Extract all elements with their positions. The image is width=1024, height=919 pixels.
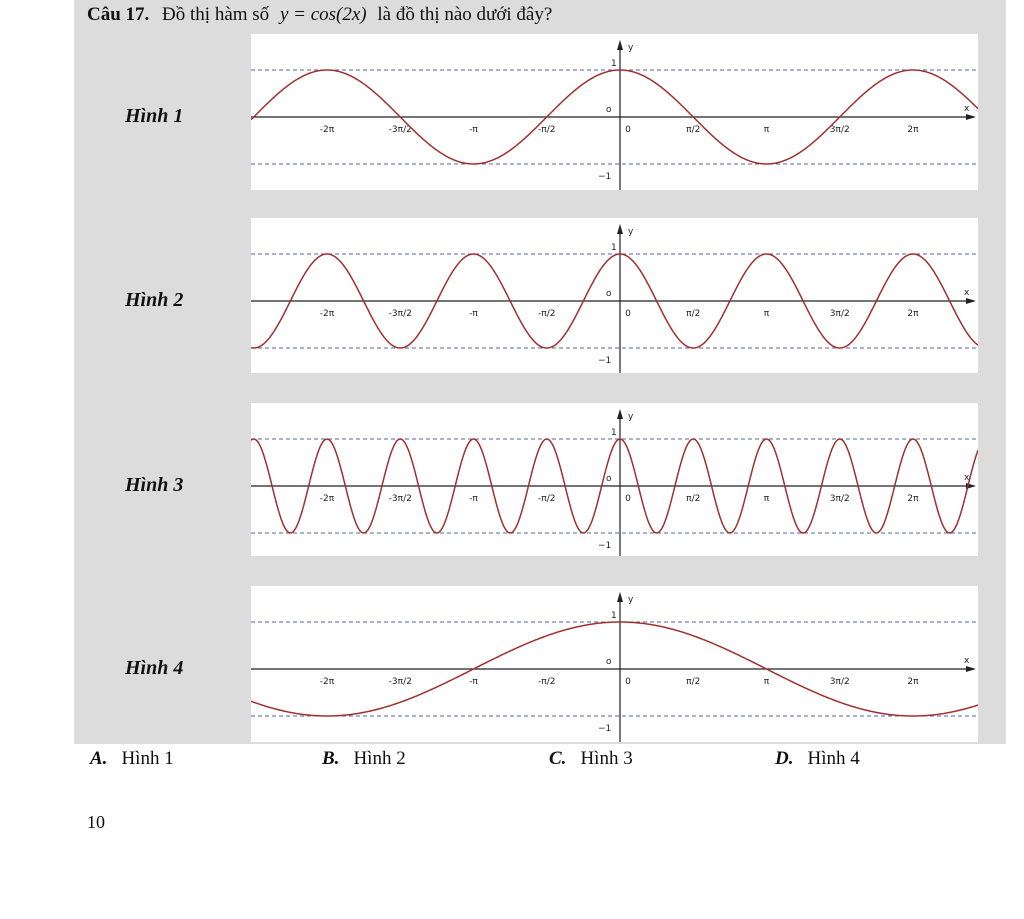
question: Câu 17. Đồ thị hàm số y = cos(2x) là đồ … <box>87 4 552 26</box>
x-tick-label: -π/2 <box>538 125 555 135</box>
axis-label: x <box>964 104 970 114</box>
x-tick-label: 2π <box>907 677 919 687</box>
axis-label: x <box>964 473 970 483</box>
axis-label: x <box>964 656 970 666</box>
question-label: Câu 17. <box>87 4 150 25</box>
x-tick-label: 3π/2 <box>830 677 850 687</box>
x-tick-label: π <box>764 125 770 135</box>
figure: -2π -3π/2 -π -π/2 0 π/2 π 3π/2 2π y x 1 −1 o <box>251 34 978 190</box>
x-tick-label: -2π <box>320 309 335 319</box>
y-label: −1 <box>598 724 611 734</box>
x-tick-label: -2π <box>320 125 335 135</box>
question-text: là đồ thị nào dưới đây? <box>377 4 553 25</box>
y-arrow <box>617 224 623 234</box>
formula: y = cos(2x) <box>279 4 367 25</box>
x-tick-label: 0 <box>625 125 631 135</box>
graph: -2π -3π/2 -π -π/2 0 π/2 π 3π/2 2π y x 1 −1 o <box>251 224 978 373</box>
option-text: Hình 3 <box>580 748 633 769</box>
option-letter: C. <box>549 748 567 769</box>
axis-label: y <box>628 43 634 53</box>
y-arrow <box>617 409 623 419</box>
x-tick-label: -3π/2 <box>389 309 412 319</box>
x-tick-label: -π <box>469 309 478 319</box>
question-text: Đồ thị hàm số <box>162 4 270 25</box>
x-tick-label: π <box>764 494 770 504</box>
x-tick-label: -π <box>469 677 478 687</box>
option-text: Hình 4 <box>807 748 860 769</box>
option: D. Hình 4 <box>775 748 860 770</box>
x-tick-label: π/2 <box>686 677 700 687</box>
y-label: 1 <box>611 611 617 621</box>
x-tick-label: -3π/2 <box>389 125 412 135</box>
x-tick-label: -2π <box>320 677 335 687</box>
y-label: 1 <box>611 243 617 253</box>
y-arrow <box>617 40 623 50</box>
axis-label: y <box>628 227 634 237</box>
x-tick-label: π <box>764 677 770 687</box>
option-text: Hình 2 <box>353 748 406 769</box>
x-tick-label: π/2 <box>686 494 700 504</box>
x-tick-label: 2π <box>907 494 919 504</box>
x-tick-label: 3π/2 <box>830 494 850 504</box>
figure-label: Hình 1 <box>125 105 184 127</box>
x-tick-label: 2π <box>907 125 919 135</box>
origin-label: o <box>606 105 612 115</box>
graph: -2π -3π/2 -π -π/2 0 π/2 π 3π/2 2π y x 1 −1 o <box>251 40 978 190</box>
figure-label: Hình 2 <box>125 289 184 311</box>
y-arrow <box>617 592 623 602</box>
origin-label: o <box>606 289 612 299</box>
x-tick-label: 0 <box>625 309 631 319</box>
figure: -2π -3π/2 -π -π/2 0 π/2 π 3π/2 2π y x 1 −1 o <box>251 218 978 373</box>
y-label: −1 <box>598 541 611 551</box>
y-label: 1 <box>611 428 617 438</box>
x-tick-label: -π/2 <box>538 677 555 687</box>
option-letter: D. <box>775 748 794 769</box>
origin-label: o <box>606 657 612 667</box>
y-label: −1 <box>598 172 611 182</box>
page-number: 10 <box>87 812 105 832</box>
curve <box>251 69 978 165</box>
x-tick-label: 3π/2 <box>830 309 850 319</box>
x-arrow <box>966 666 976 672</box>
curve <box>251 253 978 349</box>
axis-label: x <box>964 288 970 298</box>
x-tick-label: -3π/2 <box>389 677 412 687</box>
origin-label: o <box>606 474 612 484</box>
x-arrow <box>966 298 976 304</box>
option: B. Hình 2 <box>322 748 406 770</box>
graph: -2π -3π/2 -π -π/2 0 π/2 π 3π/2 2π y x 1 −1 o <box>251 409 978 556</box>
x-arrow <box>966 114 976 120</box>
x-tick-label: -π/2 <box>538 494 555 504</box>
x-tick-label: π <box>764 309 770 319</box>
x-tick-label: -π/2 <box>538 309 555 319</box>
x-tick-label: -π <box>469 125 478 135</box>
option: A. Hình 1 <box>90 748 174 770</box>
figure: -2π -3π/2 -π -π/2 0 π/2 π 3π/2 2π y x 1 −1 o <box>251 586 978 742</box>
x-tick-label: 3π/2 <box>830 125 850 135</box>
graph: -2π -3π/2 -π -π/2 0 π/2 π 3π/2 2π y x 1 −1 o <box>251 592 978 742</box>
figure-label: Hình 3 <box>125 474 184 496</box>
curve <box>251 621 978 717</box>
figure-label: Hình 4 <box>125 657 184 679</box>
x-tick-label: -3π/2 <box>389 494 412 504</box>
x-tick-label: -π <box>469 494 478 504</box>
option-text: Hình 1 <box>121 748 174 769</box>
curve <box>251 438 978 534</box>
x-tick-label: π/2 <box>686 309 700 319</box>
figure: -2π -3π/2 -π -π/2 0 π/2 π 3π/2 2π y x 1 −1 o <box>251 403 978 556</box>
x-tick-label: π/2 <box>686 125 700 135</box>
option-letter: B. <box>322 748 340 769</box>
x-tick-label: 0 <box>625 677 631 687</box>
axis-label: y <box>628 412 634 422</box>
x-tick-label: 0 <box>625 494 631 504</box>
y-label: 1 <box>611 59 617 69</box>
axis-label: y <box>628 595 634 605</box>
x-tick-label: -2π <box>320 494 335 504</box>
option: C. Hình 3 <box>549 748 633 770</box>
x-tick-label: 2π <box>907 309 919 319</box>
y-label: −1 <box>598 356 611 366</box>
option-letter: A. <box>90 748 108 769</box>
